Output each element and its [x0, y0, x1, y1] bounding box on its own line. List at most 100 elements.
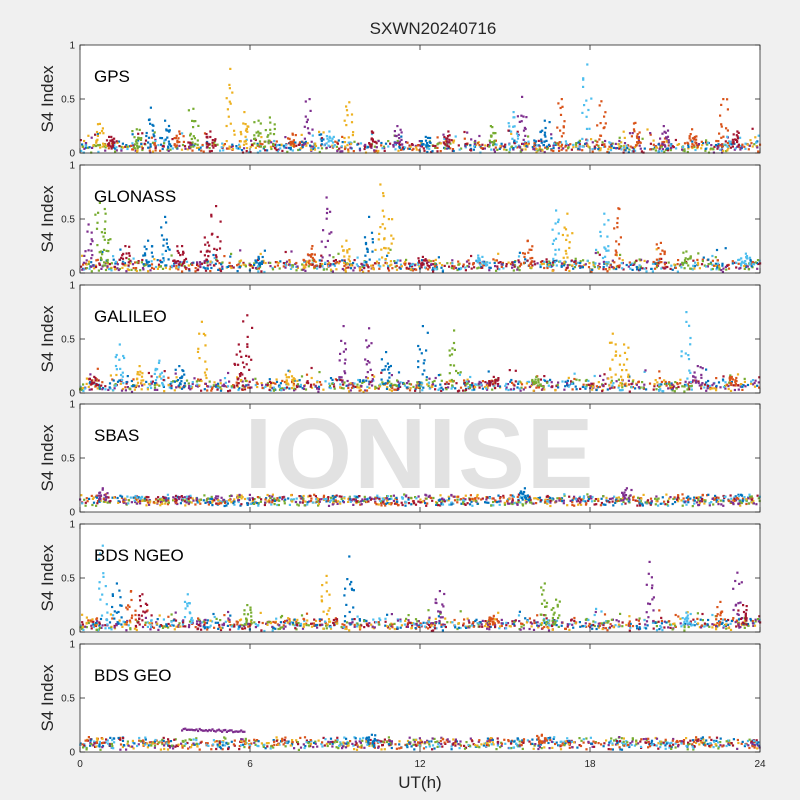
data-point: [655, 500, 658, 503]
data-point: [379, 226, 382, 229]
data-point: [216, 235, 219, 239]
data-point: [256, 496, 259, 499]
data-point: [455, 382, 458, 385]
data-point: [693, 135, 696, 139]
data-point: [683, 267, 686, 270]
data-point: [419, 383, 422, 386]
data-point: [388, 502, 391, 506]
data-point: [162, 384, 165, 387]
data-point: [374, 248, 377, 251]
data-point: [661, 249, 664, 252]
data-point: [690, 267, 693, 270]
data-point: [95, 494, 98, 497]
data-point: [714, 494, 717, 497]
data-point: [220, 496, 223, 499]
data-point: [253, 262, 256, 265]
data-point: [432, 496, 435, 500]
data-point: [376, 494, 379, 497]
data-point: [447, 382, 450, 385]
data-point: [443, 147, 446, 150]
data-point: [100, 129, 104, 133]
data-point: [297, 148, 300, 152]
data-point: [520, 114, 523, 117]
data-point: [734, 495, 737, 498]
data-point: [108, 268, 111, 271]
data-point: [412, 500, 415, 503]
data-point: [524, 499, 527, 502]
data-point: [486, 496, 489, 499]
data-point: [582, 85, 585, 88]
data-point: [617, 243, 621, 246]
data-point: [611, 358, 614, 361]
data-point: [339, 502, 342, 505]
data-point: [398, 137, 401, 140]
data-point: [709, 262, 712, 265]
data-point: [345, 105, 348, 108]
data-point: [365, 263, 368, 266]
data-point: [170, 254, 173, 257]
data-point: [343, 259, 346, 262]
data-point: [448, 503, 451, 506]
data-point: [636, 504, 639, 507]
data-point: [744, 385, 747, 388]
data-point: [293, 389, 296, 392]
data-point: [189, 494, 192, 497]
data-point: [353, 500, 356, 503]
data-point: [751, 379, 755, 382]
data-point: [655, 258, 658, 261]
data-point: [332, 498, 336, 501]
data-point: [407, 267, 411, 270]
data-point: [226, 265, 229, 268]
data-point: [580, 499, 583, 502]
data-point: [267, 140, 270, 143]
data-point: [531, 256, 534, 260]
data-point: [664, 380, 667, 383]
data-point: [655, 264, 659, 267]
data-point: [346, 144, 349, 147]
data-point: [637, 496, 640, 499]
data-point: [384, 142, 388, 145]
data-point: [213, 139, 217, 142]
data-point: [244, 129, 248, 132]
data-point: [95, 227, 99, 230]
data-point: [371, 238, 374, 241]
data-point: [512, 495, 515, 498]
data-point: [579, 265, 582, 268]
data-point: [363, 267, 366, 270]
data-point: [107, 239, 110, 242]
data-point: [253, 264, 256, 267]
data-point: [456, 501, 459, 504]
data-point: [294, 134, 297, 137]
data-point: [272, 133, 276, 136]
data-point: [209, 260, 212, 263]
data-point: [274, 382, 277, 385]
data-point: [267, 499, 271, 502]
data-point: [203, 388, 206, 391]
data-point: [339, 383, 342, 386]
data-point: [628, 390, 631, 393]
y-axis-label: S4 Index: [38, 305, 57, 373]
data-point: [733, 148, 736, 151]
data-point: [79, 385, 82, 388]
data-point: [104, 212, 107, 215]
data-point: [667, 139, 670, 142]
data-point: [513, 261, 516, 264]
data-point: [308, 500, 311, 503]
data-point: [366, 146, 370, 149]
data-point: [645, 388, 648, 391]
data-point: [630, 385, 633, 389]
data-point: [564, 380, 567, 383]
data-point: [445, 137, 448, 140]
data-point: [546, 266, 549, 270]
data-point: [736, 140, 739, 144]
data-point: [442, 498, 446, 501]
data-point: [142, 268, 145, 271]
data-point: [398, 146, 401, 149]
data-point: [618, 266, 621, 269]
data-point: [251, 500, 254, 503]
data-point: [409, 383, 413, 386]
data-point: [617, 207, 620, 210]
data-point: [602, 378, 605, 382]
data-point: [737, 495, 740, 498]
data-point: [398, 382, 401, 385]
